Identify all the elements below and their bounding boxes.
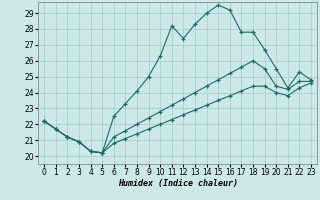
X-axis label: Humidex (Indice chaleur): Humidex (Indice chaleur) <box>118 179 238 188</box>
